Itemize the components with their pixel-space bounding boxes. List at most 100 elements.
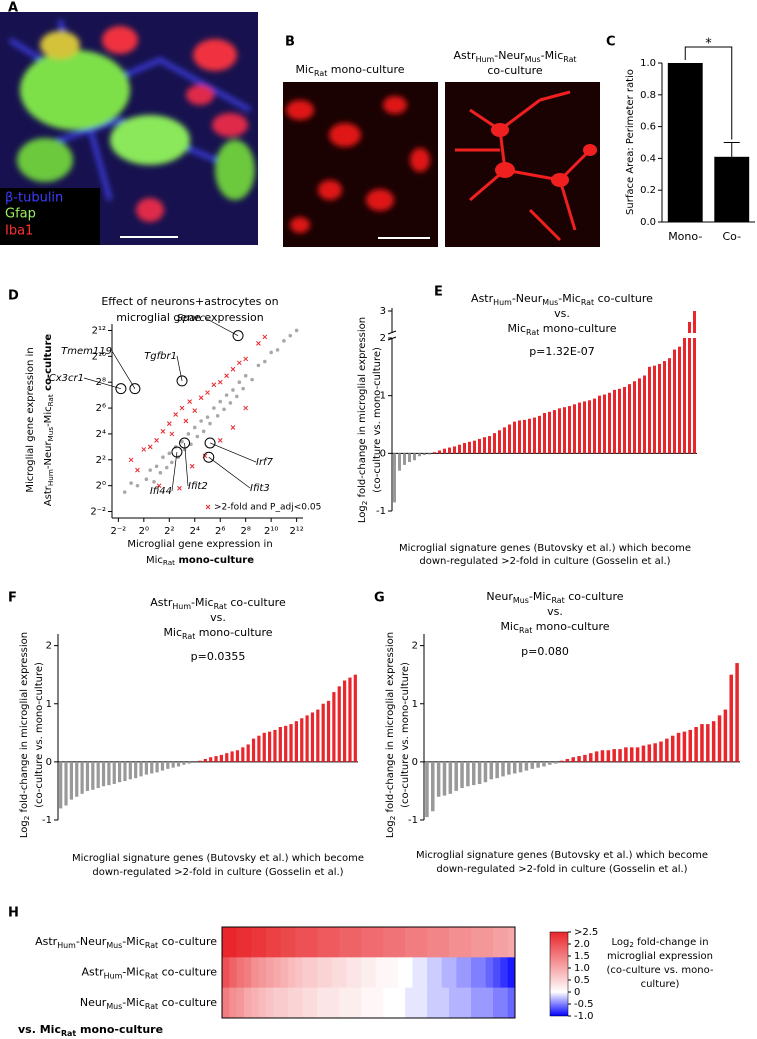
heat-cell (317, 957, 326, 988)
bar (729, 674, 733, 762)
bar (96, 761, 100, 789)
bar (155, 761, 159, 773)
bar (398, 453, 401, 471)
y-tick-label: 0 (46, 757, 52, 768)
colorbar-tick-label: 1.0 (574, 963, 590, 974)
bar (91, 761, 95, 790)
text-part: 2 (360, 501, 369, 506)
stain-label: β-tubulin (5, 191, 63, 206)
heat-cell (273, 987, 282, 1019)
bar (284, 725, 288, 762)
heat-cell (302, 987, 311, 1019)
heat-cell (361, 987, 369, 1019)
heat-cell (339, 987, 348, 1019)
point (179, 405, 185, 411)
bar (518, 761, 523, 773)
colorbar-tick-label: -1.0 (574, 1011, 594, 1022)
bar (321, 703, 325, 762)
bar (463, 442, 466, 454)
heat-cell (309, 927, 318, 958)
heat-cell (243, 957, 252, 988)
y-tick-label: 2¹² (92, 325, 106, 336)
y-tick-label: -1 (42, 815, 52, 826)
heat-cell (258, 957, 267, 988)
bar (688, 729, 693, 762)
text-part: mono-culture (327, 63, 404, 76)
point (230, 425, 236, 430)
point (122, 490, 127, 494)
text-part: -Mic (122, 935, 145, 948)
bar (606, 750, 611, 762)
bar (268, 731, 272, 762)
text-part: Neur (486, 590, 513, 603)
point (198, 395, 204, 401)
y-axis-label: AstrHum-NeurMus-MicRat co-culture (43, 334, 55, 507)
heat-cell (390, 987, 399, 1019)
heat-cell (287, 957, 296, 988)
text-part: Astr (43, 485, 54, 506)
y-tick-label: 0.0 (640, 217, 656, 228)
text-part: -Neur (494, 49, 525, 62)
bar (553, 761, 558, 764)
text-part: Rat (163, 558, 175, 567)
text-part: Hum (476, 55, 495, 64)
image-title: co-culture (487, 64, 543, 77)
text-part: Rat (214, 602, 227, 611)
heat-cell (412, 927, 421, 958)
bar (198, 760, 202, 762)
text-part: -Mic (122, 966, 145, 979)
bar (524, 761, 529, 771)
bar (523, 419, 526, 454)
bar (473, 440, 476, 454)
bar (408, 453, 411, 462)
heat-cell (390, 927, 399, 958)
chart-title: vs. (210, 611, 226, 624)
bar (658, 363, 661, 454)
bar (80, 761, 84, 794)
point (256, 363, 261, 368)
heat-cell (405, 927, 413, 958)
bar (203, 758, 207, 762)
chart-title: MicRat mono-culture (500, 620, 609, 635)
heat-cell (478, 927, 487, 958)
row-label: AstrHum-NeurMus-MicRat co-culture (35, 935, 217, 950)
bar (641, 745, 646, 762)
point (224, 373, 229, 379)
bar (59, 761, 63, 809)
bar (538, 415, 541, 454)
heat-cell (405, 987, 413, 1019)
annotation-circle (232, 330, 244, 342)
legend-marker (205, 504, 211, 510)
bar (618, 388, 621, 454)
x-tick-label: 2⁴ (190, 526, 200, 537)
text-part: Mic (163, 626, 182, 639)
bar (489, 761, 494, 780)
text-part: -Neur (512, 292, 543, 305)
heat-cell (456, 987, 465, 1019)
point (275, 348, 280, 352)
point (169, 431, 175, 437)
heat-cell (507, 927, 516, 958)
gene-label: Ifit2 (188, 481, 208, 492)
bar (629, 747, 634, 762)
bar (478, 438, 481, 454)
point (183, 418, 189, 424)
bar (118, 761, 122, 783)
text-part: Hum (104, 971, 123, 980)
heat-cell (222, 927, 230, 958)
point (160, 428, 166, 434)
axis-break (387, 330, 397, 335)
bar (694, 727, 698, 762)
bar (418, 453, 421, 457)
point (170, 460, 174, 465)
heat-cell (265, 957, 274, 988)
bar (300, 718, 304, 762)
colorbar-label: microglial expression (607, 951, 713, 962)
heat-cell (258, 927, 267, 958)
heat-cell (456, 957, 465, 988)
bar (667, 63, 703, 222)
bar (273, 729, 277, 762)
text-part: co-culture (43, 334, 54, 395)
heat-cell (485, 927, 494, 958)
heat-cell (500, 957, 509, 988)
